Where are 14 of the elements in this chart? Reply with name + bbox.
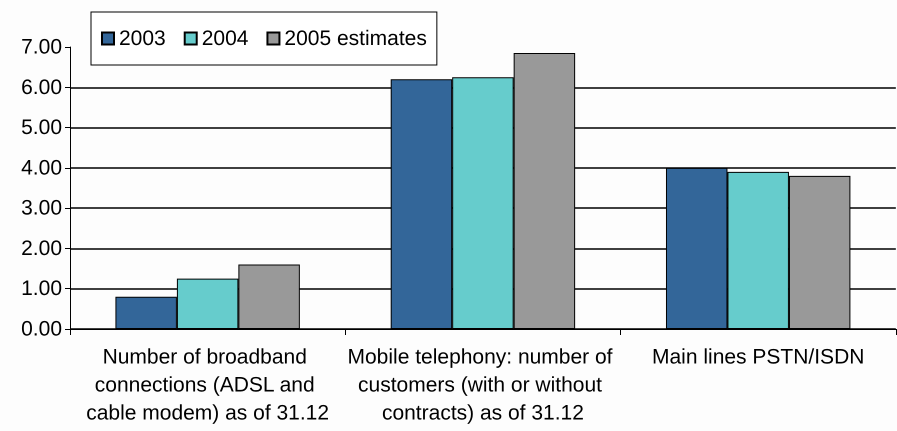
- y-tick-label: 7.00: [21, 36, 62, 58]
- x-tick-label: Number of broadband connections (ADSL and cable modem) as of 31.12: [86, 346, 330, 424]
- legend-label: 2005 estimates: [284, 27, 427, 50]
- y-tick-label: 5.00: [21, 116, 62, 140]
- y-tick-label: 1.00: [21, 277, 62, 300]
- y-tick-label: 2.00: [21, 236, 62, 260]
- y-tick-label: 4.00: [21, 156, 62, 180]
- y-tick-label: 0.00: [21, 318, 62, 340]
- y-tick-label: 6.00: [21, 76, 62, 99]
- x-tick-label: Main lines PSTN/ISDN: [652, 346, 864, 368]
- y-tick-label: 3.00: [21, 196, 62, 220]
- x-tick-label: Mobile telephony: number of customers (with or without contracts) as of 31.12: [348, 346, 618, 424]
- legend-label: 2004: [202, 27, 249, 50]
- legend-label: 2003: [119, 27, 166, 50]
